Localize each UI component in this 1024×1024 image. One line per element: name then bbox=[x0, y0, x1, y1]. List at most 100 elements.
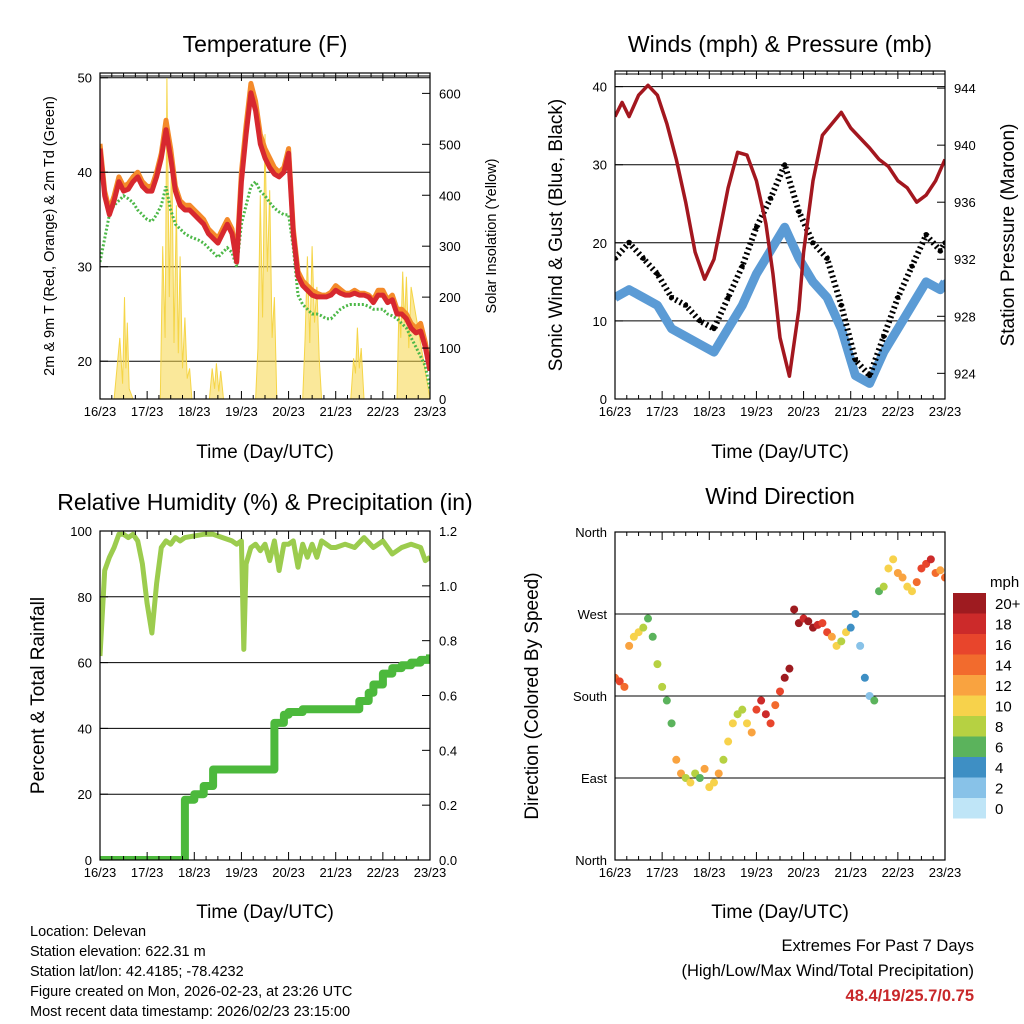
series-sonic-wind-point bbox=[824, 294, 830, 300]
wind-direction-point bbox=[686, 778, 695, 787]
colorbar-label: 20+ bbox=[995, 596, 1021, 613]
chart-title: Winds (mph) & Pressure (mb) bbox=[628, 31, 932, 57]
series-sonic-wind-point bbox=[909, 302, 915, 308]
y-tick-label: East bbox=[581, 771, 607, 786]
chart-direction: Wind Direction Time (Day/UTC) Direction (C… bbox=[522, 483, 1021, 923]
y-tick-right-label: 940 bbox=[954, 138, 976, 153]
wind-direction-point bbox=[653, 660, 662, 669]
series-sonic-wind-point bbox=[739, 302, 745, 308]
wind-direction-point bbox=[672, 755, 681, 764]
y-tick-label: 80 bbox=[78, 590, 92, 605]
wind-direction-point bbox=[728, 719, 737, 728]
x-tick-label: 20/23 bbox=[272, 865, 305, 880]
series-gust-point bbox=[881, 334, 887, 340]
wind-direction-point bbox=[761, 710, 770, 719]
y-tick-right-label: 0.4 bbox=[439, 743, 457, 758]
x-tick-label: 22/23 bbox=[367, 404, 400, 419]
y-tick-label: North bbox=[575, 525, 607, 540]
series-sonic-wind-point bbox=[669, 326, 675, 332]
y-tick-label: 20 bbox=[78, 354, 92, 369]
extremes-title: Extremes For Past 7 Days bbox=[781, 937, 974, 955]
y-tick-right-label: 0 bbox=[439, 392, 446, 407]
series-gust-point bbox=[739, 263, 745, 269]
chart-title: Wind Direction bbox=[705, 483, 855, 509]
wind-direction-point bbox=[714, 769, 723, 778]
series-gust-point bbox=[824, 255, 830, 261]
wind-direction-point bbox=[780, 673, 789, 682]
station-latlon: Station lat/lon: 42.4185; -78.4232 bbox=[30, 964, 244, 980]
series-gust-point bbox=[852, 357, 858, 363]
y-tick-right-label: 600 bbox=[439, 86, 461, 101]
x-tick-label: 16/23 bbox=[84, 404, 117, 419]
series-gust-point bbox=[923, 232, 929, 238]
series-gust-point bbox=[810, 240, 816, 246]
x-tick-label: 18/23 bbox=[693, 865, 726, 880]
colorbar-swatch bbox=[953, 798, 986, 819]
y-tick-right-label: 1.0 bbox=[439, 579, 457, 594]
wind-direction-point bbox=[625, 641, 634, 650]
x-tick-label: 22/23 bbox=[882, 404, 915, 419]
extremes-subtitle: (High/Low/Max Wind/Total Precipitation) bbox=[681, 962, 974, 980]
x-axis-label: Time (Day/UTC) bbox=[711, 902, 849, 923]
y-tick-right-label: 0.6 bbox=[439, 689, 457, 704]
series-sonic-wind-point bbox=[937, 287, 943, 293]
x-tick-label: 21/23 bbox=[319, 404, 352, 419]
wind-direction-point bbox=[851, 610, 860, 618]
series-gust-point bbox=[796, 209, 802, 215]
wind-direction-point bbox=[615, 677, 624, 686]
series-relative-humidity bbox=[100, 531, 430, 657]
y-tick-label: 60 bbox=[78, 656, 92, 671]
colorbar-label: 8 bbox=[995, 719, 1003, 736]
wind-direction-point bbox=[884, 564, 893, 573]
series-2m-t bbox=[100, 90, 430, 372]
wind-direction-point bbox=[837, 637, 846, 646]
x-tick-label: 20/23 bbox=[787, 865, 820, 880]
colorbar-title: mph bbox=[990, 574, 1019, 591]
x-tick-label: 21/23 bbox=[834, 865, 867, 880]
recent-data-timestamp: Most recent data timestamp: 2026/02/23 2… bbox=[30, 1004, 351, 1020]
y-tick-label: 0 bbox=[85, 853, 92, 868]
y-tick-right-label: 0.8 bbox=[439, 634, 457, 649]
series-gust-point bbox=[683, 302, 689, 308]
y-tick-right-label: 100 bbox=[439, 341, 461, 356]
series-total-rainfall bbox=[100, 654, 430, 860]
x-tick-label: 17/23 bbox=[646, 404, 679, 419]
series-sonic-wind-point bbox=[654, 302, 660, 308]
series-gust-point bbox=[711, 326, 717, 332]
series-solar-insolation bbox=[100, 78, 430, 399]
wind-direction-point bbox=[771, 701, 780, 710]
station-info: Location: Delevan Station elevation: 622… bbox=[30, 922, 352, 1022]
series-gust-point bbox=[937, 248, 943, 254]
series-gust-point bbox=[942, 240, 945, 246]
series-sonic-wind-point bbox=[881, 349, 887, 355]
colorbar-label: 6 bbox=[995, 740, 1003, 757]
figure-created: Figure created on Mon, 2026-02-23, at 23… bbox=[30, 984, 353, 1000]
x-tick-label: 19/23 bbox=[740, 865, 773, 880]
series-gust-point bbox=[669, 294, 675, 300]
series-sonic-wind-point bbox=[711, 349, 717, 355]
colorbar-label: 14 bbox=[995, 658, 1012, 675]
y-tick-label: 100 bbox=[70, 524, 92, 539]
y-tick-right-label: 0.0 bbox=[439, 853, 457, 868]
y-axis-right-label: Station Pressure (Maroon) bbox=[998, 124, 1019, 347]
x-tick-label: 23/23 bbox=[929, 865, 962, 880]
colorbar-label: 10 bbox=[995, 699, 1012, 716]
wind-direction-point bbox=[941, 573, 945, 582]
y-tick-label: 50 bbox=[78, 71, 92, 86]
series-sonic-wind-point bbox=[867, 380, 873, 386]
colorbar-swatch bbox=[953, 757, 986, 778]
x-axis-label: Time (Day/UTC) bbox=[196, 442, 334, 463]
x-tick-label: 23/23 bbox=[414, 404, 447, 419]
plot-frame bbox=[99, 530, 431, 861]
y-tick-label: 30 bbox=[593, 158, 607, 173]
colorbar-swatch bbox=[953, 777, 986, 798]
wind-direction-point bbox=[889, 555, 898, 564]
y-tick-right-label: 200 bbox=[439, 290, 461, 305]
series-sonic-wind-point bbox=[923, 279, 929, 285]
x-tick-label: 19/23 bbox=[740, 404, 773, 419]
wind-direction-point bbox=[936, 566, 945, 575]
x-tick-label: 22/23 bbox=[367, 865, 400, 880]
x-tick-label: 16/23 bbox=[599, 865, 632, 880]
series-sonic-wind-point bbox=[796, 255, 802, 261]
series-sonic-wind-point bbox=[683, 334, 689, 340]
